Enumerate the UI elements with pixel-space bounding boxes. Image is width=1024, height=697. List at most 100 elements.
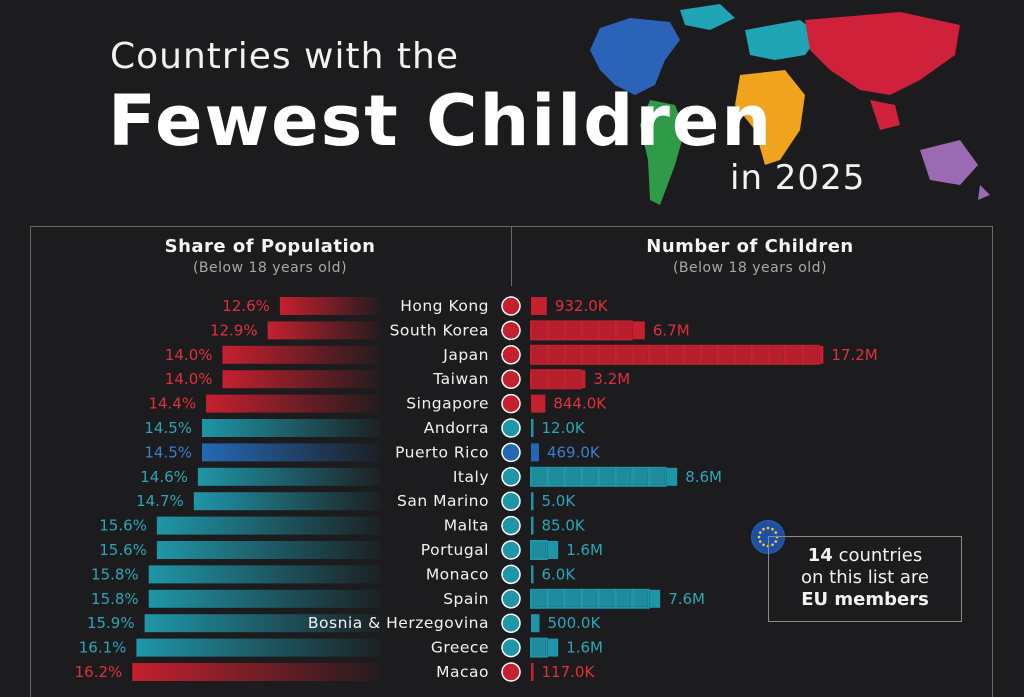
right-column-title: Number of Children — [646, 236, 854, 257]
children-value-label: 85.0K — [542, 517, 586, 535]
children-value-label: 469.0K — [547, 443, 601, 461]
country-label: Andorra — [424, 419, 489, 437]
children-bar-segment — [615, 344, 633, 365]
country-label: Greece — [431, 639, 489, 657]
bar-chart: 12.6% Hong Kong 932.0K 12.9% South Korea 6.7M… — [75, 296, 878, 682]
country-label: Taiwan — [432, 370, 489, 388]
country-label: San Marino — [397, 492, 489, 510]
children-bar-fill — [549, 346, 563, 363]
children-bar — [531, 443, 539, 462]
children-bar-segment — [581, 466, 599, 487]
share-value-label: 16.2% — [75, 663, 123, 681]
share-value-label: 14.7% — [136, 492, 184, 510]
children-bar-fill — [583, 590, 597, 607]
children-bar-fill — [532, 639, 546, 656]
children-bar-fill — [685, 346, 699, 363]
children-value-label: 1.6M — [566, 541, 603, 559]
children-bar-fill — [617, 468, 631, 485]
share-bar — [202, 443, 380, 462]
children-bar — [531, 516, 534, 535]
share-bar — [202, 419, 380, 437]
children-bar-fill — [566, 322, 580, 339]
children-bar-fill — [549, 322, 563, 339]
share-value-label: 15.8% — [91, 590, 139, 608]
children-bar — [531, 419, 534, 437]
children-bar-segment — [598, 466, 616, 487]
country-label: South Korea — [390, 321, 489, 339]
children-bar-segment — [785, 344, 803, 365]
children-bar-partial — [667, 467, 678, 486]
country-label: Malta — [444, 517, 489, 535]
children-bar-fill — [566, 468, 580, 485]
children-bar-partial — [633, 321, 645, 340]
children-value-label: 8.6M — [685, 468, 722, 486]
greece-flag-icon — [501, 637, 521, 658]
children-bar — [531, 614, 540, 633]
puerto-rico-flag-icon — [501, 442, 521, 463]
title-line-1: Countries with the — [110, 36, 459, 77]
children-bar-fill — [600, 322, 614, 339]
children-value-label: 1.6M — [566, 639, 603, 657]
children-bar-partial — [548, 638, 559, 657]
children-bar-segment — [547, 320, 565, 341]
children-bar-segment — [530, 540, 548, 560]
children-bar-segment — [581, 588, 599, 609]
share-value-label: 12.6% — [222, 297, 270, 315]
share-value-label: 15.6% — [99, 517, 147, 535]
children-bar-fill — [600, 468, 614, 485]
children-bar-segment — [700, 344, 718, 365]
children-bar-segment — [547, 344, 565, 365]
children-bar-fill — [634, 468, 648, 485]
taiwan-flag-icon — [501, 369, 521, 389]
children-bar-fill — [549, 468, 563, 485]
children-bar-segment — [547, 466, 565, 487]
children-value-label: 12.0K — [542, 419, 586, 437]
children-value-label: 7.6M — [668, 590, 705, 608]
eu-line2: on this list are — [801, 567, 929, 588]
left-column-subtitle: (Below 18 years old) — [192, 260, 348, 276]
share-value-label: 14.4% — [148, 395, 196, 413]
children-bar-segment — [530, 588, 548, 609]
right-column-subtitle: (Below 18 years old) — [672, 260, 828, 276]
share-bar — [279, 297, 380, 315]
left-column-title: Share of Population — [164, 236, 376, 257]
children-bar-segment — [547, 369, 565, 390]
children-value-label: 500.0K — [548, 614, 602, 632]
children-bar-fill — [532, 322, 546, 339]
world-map-illustration — [590, 4, 990, 205]
share-bar — [267, 321, 380, 340]
children-bar-fill — [549, 590, 563, 607]
children-bar-fill — [566, 590, 580, 607]
children-bar — [531, 565, 534, 584]
share-bar — [156, 516, 380, 535]
children-bar-segment — [598, 588, 616, 609]
children-bar-fill — [583, 322, 597, 339]
country-label: Portugal — [421, 541, 489, 559]
share-bar — [148, 589, 380, 608]
title-main: Fewest Children — [108, 80, 774, 162]
share-value-label: 14.5% — [144, 419, 192, 437]
share-bar — [206, 394, 380, 413]
children-bar — [531, 297, 547, 315]
title-year: in 2025 — [730, 158, 866, 198]
children-bar-segment — [666, 344, 684, 365]
share-value-label: 12.9% — [210, 321, 258, 339]
children-bar-fill — [532, 590, 546, 607]
country-label: Spain — [443, 590, 489, 608]
children-bar-segment — [632, 588, 650, 609]
monaco-flag-icon — [501, 564, 521, 585]
children-bar-segment — [564, 588, 582, 609]
share-value-label: 15.6% — [99, 541, 147, 559]
country-label: Italy — [453, 468, 489, 486]
children-bar-fill — [651, 346, 665, 363]
eu-line3: EU members — [801, 589, 929, 610]
children-bar-segment — [632, 466, 650, 487]
children-bar-segment — [530, 320, 548, 341]
children-bar-fill — [753, 346, 767, 363]
children-bar-fill — [532, 542, 546, 558]
share-bar — [132, 663, 380, 681]
column-divider — [511, 226, 512, 286]
country-label: Japan — [442, 346, 489, 364]
share-value-label: 14.5% — [144, 443, 192, 461]
country-label: Monaco — [426, 565, 489, 583]
